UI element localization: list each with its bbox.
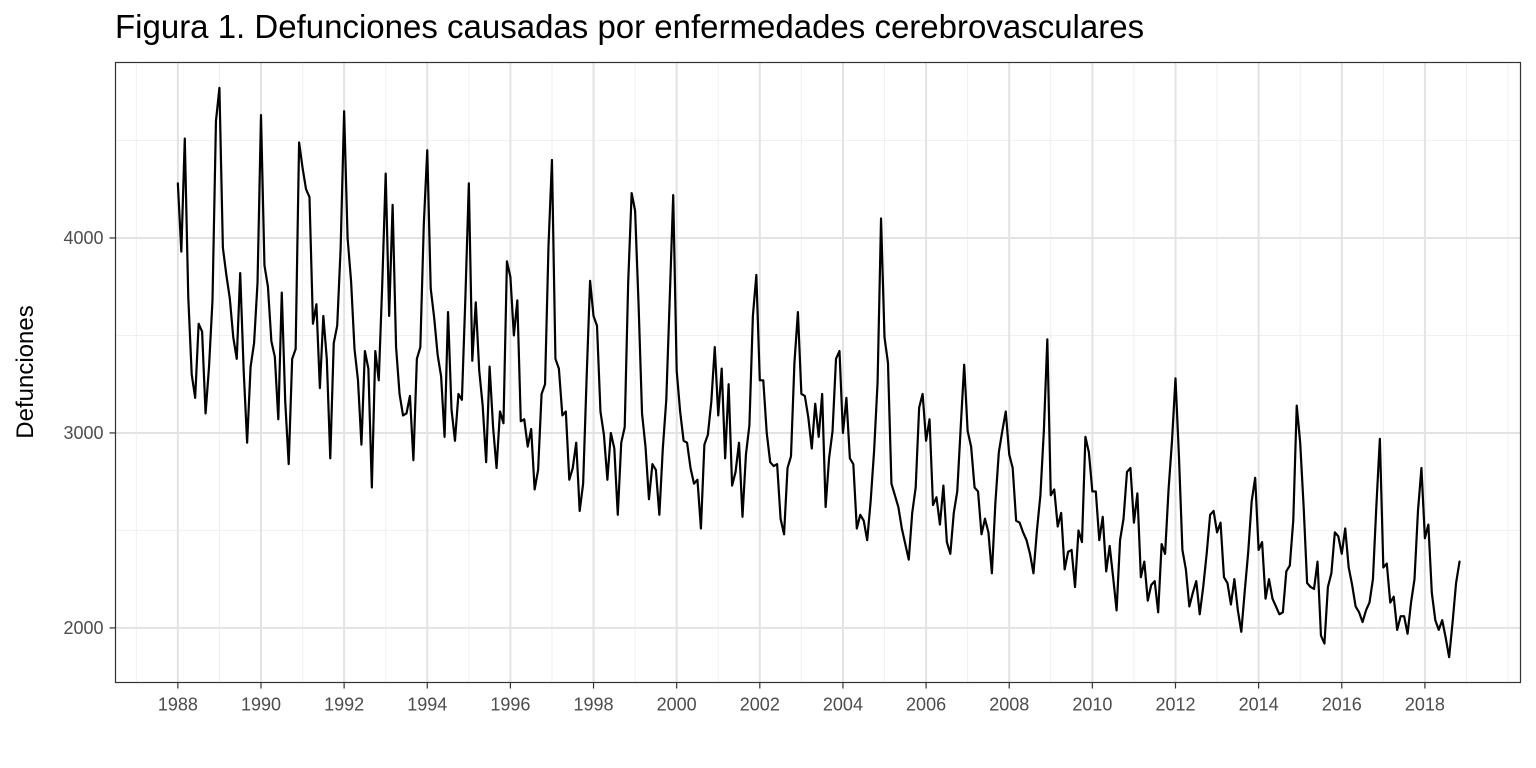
x-tick-label: 2016 [1322, 695, 1362, 715]
x-tick-label: 2014 [1239, 695, 1279, 715]
x-tick-label: 1992 [324, 695, 364, 715]
x-tick-label: 1998 [574, 695, 614, 715]
y-tick-label: 2000 [63, 618, 103, 638]
x-tick-label: 1988 [158, 695, 198, 715]
y-tick-label: 4000 [63, 228, 103, 248]
x-tick-label: 2012 [1155, 695, 1195, 715]
axes: 1988 1990 1992 1994 1996 1998 2000 2002 2004 2006… [63, 228, 1444, 715]
x-tick-label: 2000 [657, 695, 697, 715]
chart-title: Figura 1. Defunciones causadas por enfer… [115, 8, 1145, 45]
series-line [176, 86, 1461, 659]
x-tick-label: 2004 [823, 695, 863, 715]
x-tick-label: 2002 [740, 695, 780, 715]
y-axis-title: Defunciones [12, 305, 39, 438]
series-layer [176, 86, 1461, 659]
x-tick-label: 1990 [241, 695, 281, 715]
x-tick-label: 1996 [490, 695, 530, 715]
y-tick-label: 3000 [63, 423, 103, 443]
panel-border [114, 61, 1522, 684]
x-tick-label: 1994 [407, 695, 447, 715]
x-tick-label: 2008 [989, 695, 1029, 715]
x-tick-label: 2006 [906, 695, 946, 715]
x-tick-label: 2018 [1405, 695, 1445, 715]
x-tick-label: 2010 [1072, 695, 1112, 715]
